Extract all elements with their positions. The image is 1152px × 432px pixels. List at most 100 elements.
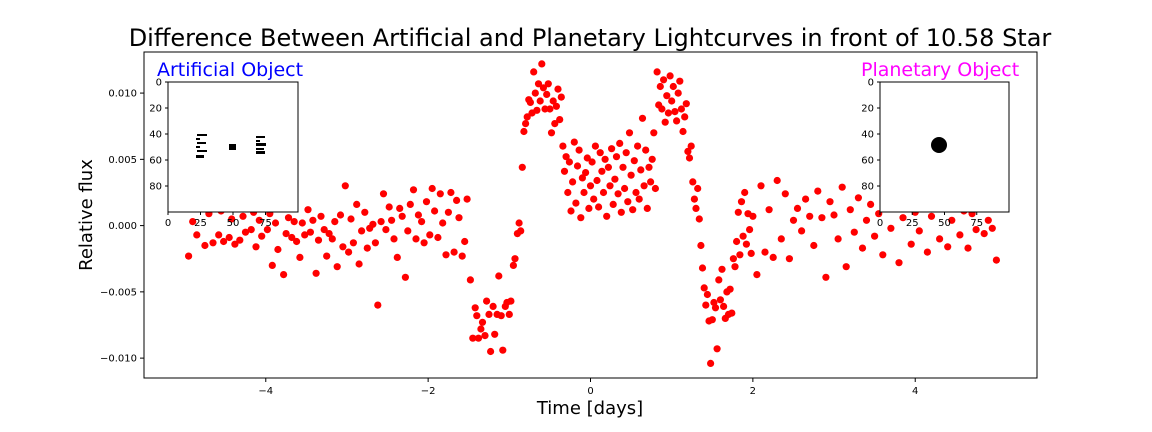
- data-point: [669, 82, 677, 91]
- data-point: [846, 206, 854, 214]
- data-point: [708, 316, 716, 324]
- data-point: [347, 215, 355, 223]
- data-point: [656, 82, 664, 91]
- data-point: [567, 207, 575, 215]
- data-point: [625, 129, 634, 137]
- data-point: [666, 72, 674, 80]
- x-tick-label: −2: [421, 386, 436, 397]
- data-point: [333, 263, 341, 271]
- data-point: [458, 252, 466, 260]
- y-axis-label: Relative flux: [76, 159, 97, 271]
- inset-title-artificial: Artificial Object: [157, 59, 303, 81]
- data-point: [341, 182, 349, 190]
- data-point: [697, 241, 705, 250]
- data-point: [635, 195, 643, 203]
- data-point: [436, 190, 444, 198]
- data-point: [595, 203, 603, 211]
- data-point: [616, 139, 624, 147]
- data-point: [806, 212, 814, 220]
- data-point: [477, 325, 485, 333]
- data-point: [838, 183, 846, 191]
- data-point: [586, 182, 595, 190]
- data-point: [518, 163, 526, 171]
- data-point: [814, 187, 822, 195]
- data-point: [718, 265, 726, 273]
- data-point: [215, 231, 223, 239]
- data-point: [559, 142, 567, 150]
- data-point: [293, 237, 301, 246]
- data-point: [355, 260, 363, 268]
- data-point: [619, 163, 627, 171]
- data-point: [614, 190, 622, 198]
- data-point: [358, 227, 366, 235]
- data-point: [593, 176, 601, 185]
- data-point: [948, 216, 956, 224]
- data-point: [676, 77, 684, 85]
- data-point: [547, 129, 556, 137]
- data-point: [239, 212, 247, 220]
- data-point: [478, 318, 487, 326]
- inset-x-tick-label: 25: [194, 218, 207, 229]
- data-point: [209, 239, 217, 247]
- data-point: [580, 188, 588, 197]
- data-point: [871, 232, 879, 240]
- data-point: [980, 230, 988, 238]
- data-point: [434, 233, 442, 242]
- data-point: [393, 253, 401, 261]
- data-point: [611, 175, 619, 183]
- data-point: [530, 68, 538, 76]
- x-tick-label: 0: [587, 386, 593, 397]
- data-point: [428, 184, 436, 193]
- data-point: [420, 239, 428, 247]
- data-point: [309, 216, 317, 224]
- data-point: [526, 98, 535, 106]
- data-point: [511, 255, 519, 263]
- data-point: [339, 243, 347, 251]
- data-point: [651, 184, 660, 193]
- data-point: [185, 252, 193, 260]
- data-point: [288, 233, 296, 242]
- data-point: [552, 102, 561, 110]
- data-point: [629, 206, 637, 214]
- artificial-object-image: [196, 134, 266, 158]
- data-point: [189, 218, 197, 226]
- data-point: [621, 184, 629, 193]
- data-point: [252, 243, 260, 251]
- data-point: [739, 232, 747, 240]
- data-point: [539, 84, 548, 92]
- data-point: [314, 236, 323, 244]
- data-point: [992, 256, 1001, 264]
- data-point: [679, 127, 687, 136]
- inset-x-tick-label: 50: [227, 218, 240, 229]
- data-point: [944, 243, 952, 251]
- data-point: [685, 154, 694, 162]
- data-point: [627, 171, 635, 179]
- y-axis-ticks: −0.010 −0.005 0.000 0.005 0.010: [100, 89, 144, 365]
- data-point: [769, 253, 777, 261]
- data-point: [895, 259, 903, 267]
- data-point: [377, 218, 385, 226]
- data-point: [603, 212, 611, 220]
- data-point: [463, 195, 471, 203]
- data-point: [225, 233, 233, 242]
- x-tick-label: 2: [750, 386, 756, 397]
- inset-y-tick-label: 60: [149, 156, 162, 167]
- data-point: [798, 227, 806, 235]
- data-point: [822, 273, 830, 281]
- data-point: [761, 248, 769, 256]
- inset-y-tick-label: 40: [861, 130, 874, 141]
- data-point: [793, 204, 802, 212]
- data-point: [578, 174, 587, 182]
- data-point: [988, 224, 996, 232]
- data-point: [642, 146, 650, 154]
- data-point: [336, 211, 345, 219]
- x-axis-ticks: −4 −2 0 2 4: [258, 378, 918, 397]
- data-point: [899, 214, 907, 222]
- data-point: [624, 198, 632, 206]
- data-point: [280, 271, 288, 279]
- data-point: [632, 188, 640, 197]
- data-point: [575, 146, 583, 154]
- data-point: [742, 240, 751, 248]
- data-point: [777, 235, 785, 243]
